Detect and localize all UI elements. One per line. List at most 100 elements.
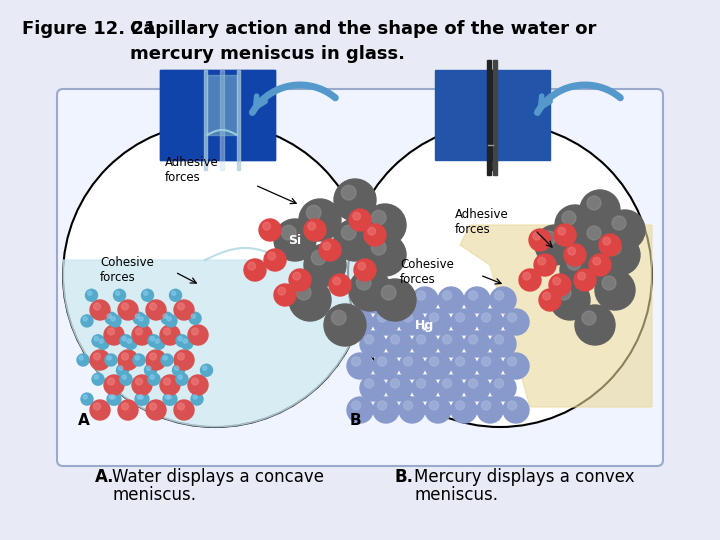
Circle shape [417,291,426,300]
Circle shape [390,291,400,300]
Circle shape [602,276,616,290]
Circle shape [259,219,281,241]
Circle shape [150,353,156,360]
Circle shape [390,335,400,344]
Circle shape [443,335,451,344]
Circle shape [202,366,207,370]
Circle shape [111,395,115,399]
Circle shape [104,375,124,395]
Bar [204,70,207,170]
Circle shape [118,300,138,320]
Circle shape [495,335,504,344]
Circle shape [135,378,143,385]
Circle shape [593,257,600,265]
Circle shape [364,204,406,246]
Circle shape [349,209,371,231]
Circle shape [163,356,167,360]
Circle shape [97,338,109,349]
Circle shape [417,335,426,344]
Circle shape [135,393,147,405]
Circle shape [354,259,376,281]
Circle shape [165,395,169,399]
Circle shape [139,317,143,321]
Circle shape [567,256,581,270]
Circle shape [464,375,490,401]
Circle shape [490,375,516,401]
Circle shape [348,123,652,427]
Bar [493,60,497,175]
Circle shape [99,339,103,343]
Circle shape [146,350,166,370]
Circle shape [603,237,611,245]
Circle shape [580,190,620,230]
Circle shape [146,400,166,420]
Circle shape [347,309,373,335]
Circle shape [503,397,529,423]
Text: Adhesive
forces: Adhesive forces [455,208,509,236]
Circle shape [248,262,256,270]
Circle shape [382,285,396,300]
Circle shape [176,373,188,385]
Bar [488,70,493,170]
Circle shape [163,393,175,405]
Circle shape [77,354,89,366]
Circle shape [374,279,416,321]
Circle shape [386,331,412,357]
Circle shape [519,269,541,291]
Circle shape [188,325,208,345]
Circle shape [88,291,92,295]
Text: meniscus.: meniscus. [414,486,498,504]
Bar [435,70,550,160]
Circle shape [274,219,316,261]
Circle shape [508,313,517,322]
Circle shape [578,272,585,280]
Circle shape [173,364,184,376]
Circle shape [137,395,141,399]
Circle shape [299,199,341,241]
Circle shape [191,393,203,405]
Circle shape [304,219,326,241]
Circle shape [425,353,451,379]
Circle shape [161,312,173,324]
Circle shape [364,379,374,388]
Circle shape [469,379,477,388]
Circle shape [118,400,138,420]
Circle shape [360,331,386,357]
Circle shape [118,350,138,370]
Circle shape [176,335,188,347]
Circle shape [490,287,516,313]
Circle shape [311,251,326,265]
FancyBboxPatch shape [57,89,663,466]
Circle shape [111,317,115,321]
Circle shape [107,356,112,360]
Circle shape [539,289,561,311]
Circle shape [607,241,621,255]
Circle shape [135,356,139,360]
Bar [160,70,275,160]
Circle shape [150,375,154,379]
Circle shape [107,328,114,335]
Circle shape [145,364,156,376]
Circle shape [117,364,128,376]
Circle shape [289,269,311,291]
Circle shape [169,289,181,301]
Circle shape [600,235,640,275]
Circle shape [477,353,503,379]
Circle shape [553,278,561,285]
Circle shape [451,309,477,335]
Circle shape [560,250,600,290]
Circle shape [558,227,565,235]
Circle shape [575,305,615,345]
Circle shape [178,336,182,341]
Circle shape [451,397,477,423]
Circle shape [178,403,184,410]
Polygon shape [63,260,367,427]
Circle shape [278,287,286,295]
Circle shape [161,354,173,366]
Circle shape [347,397,373,423]
Circle shape [549,274,571,296]
Circle shape [412,287,438,313]
Circle shape [529,229,551,251]
Text: Capillary action and the shape of the water or
mercury meniscus in glass.: Capillary action and the shape of the wa… [130,20,596,63]
Circle shape [377,401,387,410]
